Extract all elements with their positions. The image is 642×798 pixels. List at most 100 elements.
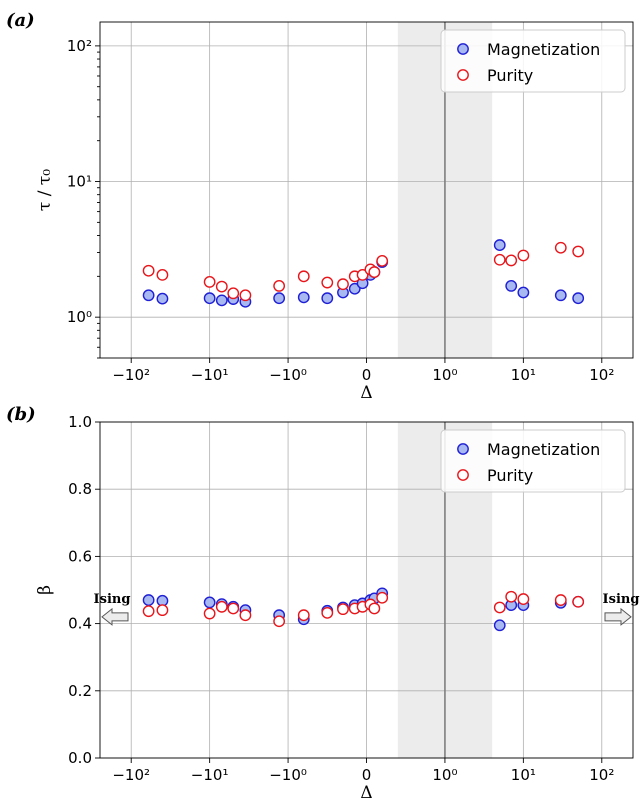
purity-point	[321, 606, 334, 619]
legend-label: Magnetization	[487, 440, 600, 459]
y-tick-label: 0.0	[68, 749, 92, 767]
legend-marker	[457, 69, 469, 81]
magnetization-point	[493, 239, 506, 251]
purity-point	[368, 266, 381, 278]
purity-point	[337, 278, 349, 291]
magnetization-point	[203, 292, 216, 305]
legend-box	[440, 29, 626, 93]
purity-point	[337, 603, 349, 616]
panel-a-x-axis-label: Δ	[360, 383, 372, 403]
panel-b-x-ticks: −10² −10¹ −10⁰ 0 10⁰ 10¹ 10²	[112, 758, 614, 784]
legend-label: Magnetization	[487, 40, 600, 59]
y-tick-label: 10¹	[67, 173, 92, 191]
purity-point	[297, 609, 310, 622]
magnetization-point	[156, 292, 169, 305]
panel-a-y-ticks: 10⁰ 10¹ 10²	[67, 37, 100, 359]
y-tick-label: 1.0	[68, 413, 92, 431]
y-tick-label: 0.6	[68, 547, 92, 565]
purity-point	[356, 268, 369, 281]
panel-a-chart: −10² −10¹ −10⁰ 0 10⁰ 10¹ 10² 10⁰ 10¹ 10² Magneti…	[6, 10, 634, 403]
purity-point	[572, 245, 585, 258]
purity-point	[203, 275, 216, 288]
panel-a-data-points	[142, 239, 585, 308]
purity-point	[493, 601, 506, 614]
magnetization-point	[321, 292, 334, 305]
y-tick-label: 0.4	[68, 615, 92, 633]
legend-marker	[457, 43, 469, 55]
purity-point	[517, 249, 530, 262]
panel-b-legend: Magnetization Purity	[440, 429, 626, 493]
x-tick-label: 10⁰	[432, 366, 457, 384]
legend-label: Purity	[487, 66, 533, 85]
magnetization-point	[517, 286, 530, 299]
legend-marker	[457, 469, 469, 481]
magnetization-point	[142, 594, 155, 606]
y-tick-label: 10²	[67, 37, 92, 55]
magnetization-point	[142, 289, 155, 302]
purity-point	[156, 268, 169, 281]
magnetization-point	[297, 291, 310, 304]
purity-point	[517, 593, 530, 605]
purity-point	[321, 276, 334, 289]
x-tick-label: −10⁰	[269, 366, 307, 384]
panel-a-label: (a)	[6, 10, 35, 31]
panel-b-x-axis-label: Δ	[360, 783, 372, 798]
legend-marker	[457, 443, 469, 455]
purity-point	[142, 605, 155, 618]
x-tick-label: 10⁰	[432, 766, 457, 784]
purity-point	[554, 594, 567, 606]
purity-point	[239, 289, 252, 302]
x-tick-label: −10²	[112, 766, 150, 784]
purity-point	[297, 270, 310, 283]
purity-point	[239, 609, 252, 622]
panel-b-label: (b)	[6, 404, 36, 425]
purity-point	[376, 254, 389, 267]
purity-point	[376, 591, 389, 604]
y-tick-label: 0.8	[68, 480, 92, 498]
purity-point	[505, 254, 518, 267]
panel-b-chart: −10² −10¹ −10⁰ 0 10⁰ 10¹ 10² 0.0 0.2 0.4 0.6 0.8 1.…	[6, 404, 639, 798]
y-tick-label: 0.2	[68, 682, 92, 700]
ising-label: Ising	[94, 592, 131, 607]
panel-a-y-axis-label: τ / τ₀	[35, 169, 55, 211]
purity-point	[505, 590, 518, 603]
purity-point	[273, 280, 286, 292]
x-tick-label: 10¹	[511, 766, 536, 784]
purity-point	[572, 595, 585, 608]
x-tick-label: −10²	[112, 366, 150, 384]
purity-point	[554, 241, 567, 254]
purity-point	[493, 253, 506, 266]
ising-arrow-icon	[101, 607, 129, 626]
ising-label: Ising	[603, 592, 640, 607]
purity-point	[215, 600, 228, 613]
purity-point	[156, 604, 169, 617]
magnetization-point	[572, 292, 585, 305]
y-tick-label: 10⁰	[67, 308, 92, 326]
x-tick-label: −10⁰	[269, 766, 307, 784]
magnetization-point	[493, 619, 506, 632]
magnetization-point	[554, 289, 567, 302]
purity-point	[142, 264, 155, 277]
x-tick-label: −10¹	[191, 366, 229, 384]
x-tick-label: −10¹	[191, 766, 229, 784]
x-tick-label: 10¹	[511, 366, 536, 384]
magnetization-point	[203, 596, 216, 609]
x-tick-label: 0	[362, 766, 372, 784]
magnetization-point	[215, 294, 228, 307]
x-tick-label: 0	[362, 366, 372, 384]
legend-box	[440, 429, 626, 493]
purity-point	[227, 287, 240, 300]
purity-point	[368, 602, 381, 615]
panel-b-ising-annotations: Ising Ising	[94, 592, 640, 626]
ising-arrow-icon	[604, 607, 632, 626]
panel-b-y-axis-label: β	[35, 585, 55, 595]
purity-point	[273, 615, 286, 628]
panel-a-x-ticks: −10² −10¹ −10⁰ 0 10⁰ 10¹ 10²	[112, 358, 614, 384]
panel-b-data-points	[142, 587, 585, 632]
panel-b-y-ticks: 0.0 0.2 0.4 0.6 0.8 1.0	[68, 413, 100, 767]
legend-label: Purity	[487, 466, 533, 485]
panel-a-legend: Magnetization Purity	[440, 29, 626, 93]
magnetization-point	[273, 292, 286, 305]
magnetization-point	[505, 280, 518, 292]
